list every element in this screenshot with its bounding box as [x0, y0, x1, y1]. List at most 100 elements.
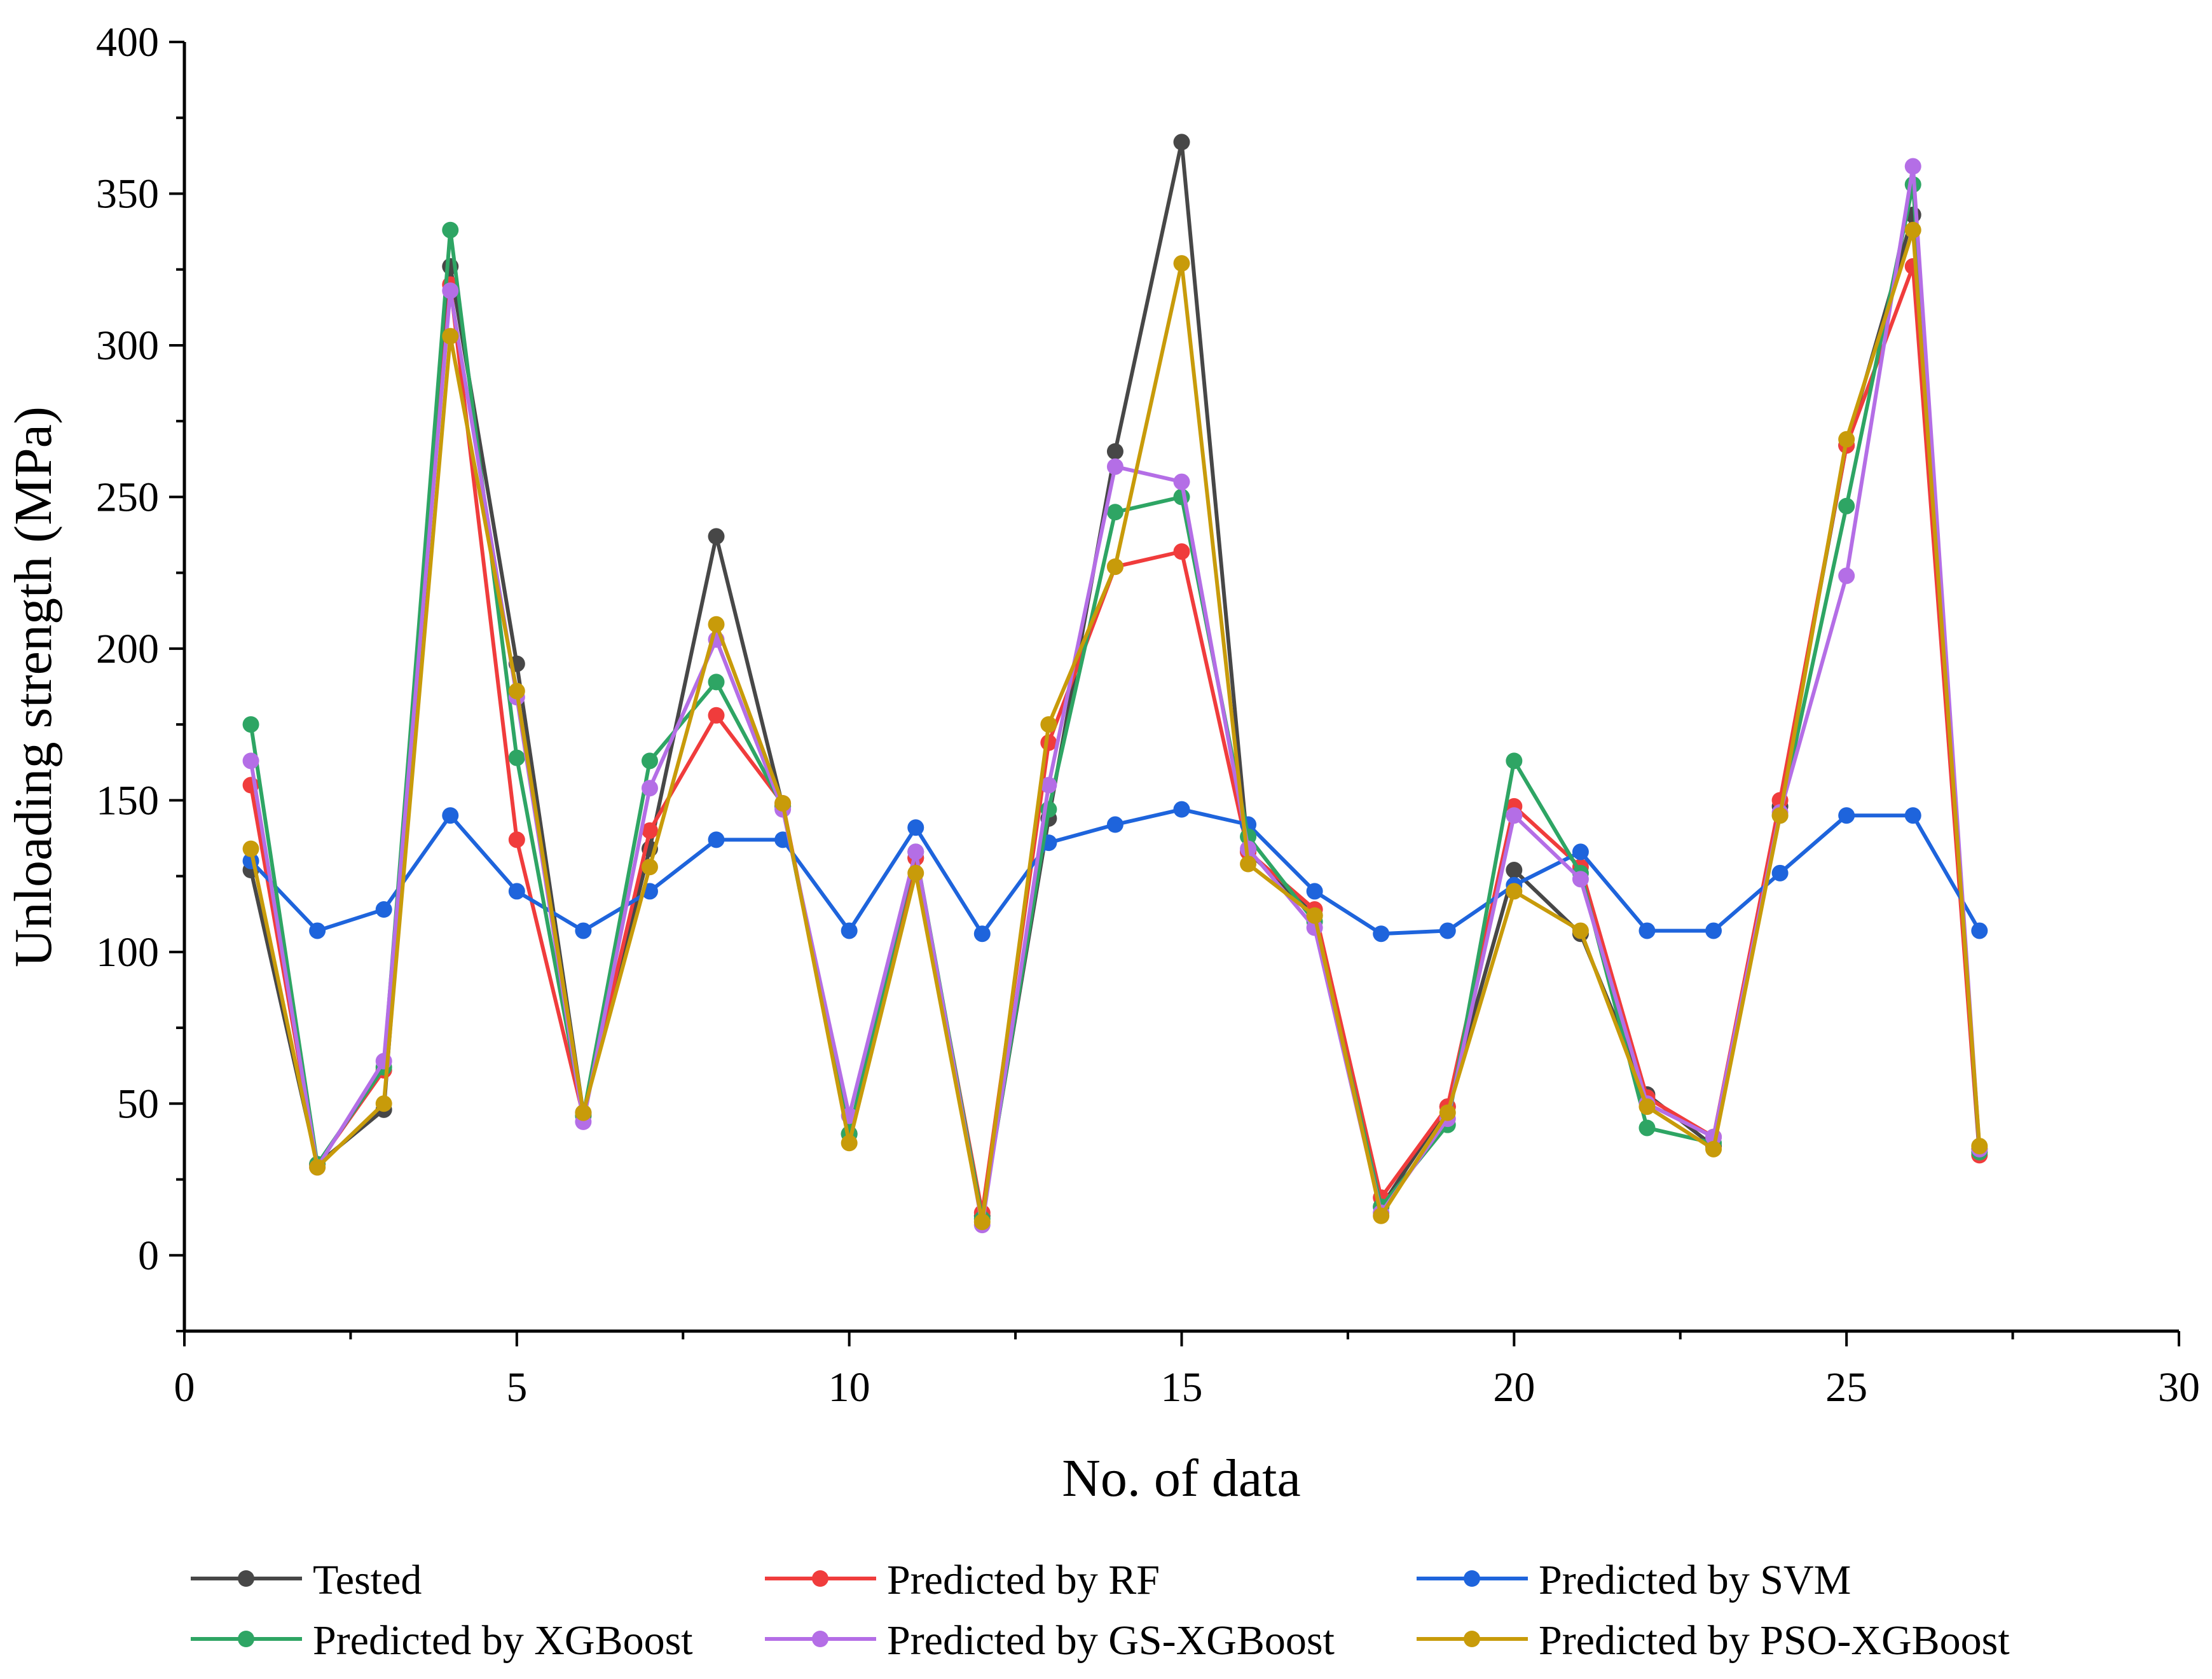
data-point: [1506, 807, 1523, 824]
data-point: [1904, 158, 1921, 175]
data-point: [641, 822, 658, 840]
data-point: [1306, 907, 1323, 924]
data-point: [708, 616, 725, 633]
series-0: [242, 134, 1988, 1224]
data-point: [841, 922, 858, 939]
data-point: [907, 819, 924, 836]
data-point: [1373, 1207, 1390, 1224]
data-point: [1638, 1119, 1656, 1137]
data-point: [1506, 862, 1523, 879]
y-axis-label: Unloading strength (MPa): [4, 406, 63, 967]
series-4: [242, 158, 1988, 1234]
data-point: [1705, 922, 1722, 939]
y-tick-label: 350: [96, 170, 159, 217]
series-5: [242, 221, 1988, 1231]
data-point: [442, 328, 459, 345]
data-point: [1106, 558, 1123, 576]
data-point: [1771, 864, 1789, 881]
data-point: [841, 1135, 858, 1152]
y-tick-label: 100: [96, 929, 159, 976]
data-point: [641, 780, 658, 797]
data-point: [1904, 807, 1921, 824]
data-point: [309, 922, 326, 939]
y-tick-label: 400: [96, 19, 159, 66]
data-point: [1439, 1104, 1456, 1121]
legend-marker: [238, 1631, 254, 1647]
legend-label: Predicted by PSO-XGBoost: [1539, 1617, 2010, 1664]
data-point: [1838, 431, 1855, 448]
series-layer: [242, 134, 1988, 1234]
legend-marker: [812, 1631, 828, 1647]
data-point: [1240, 855, 1257, 873]
legend-label: Predicted by XGBoost: [313, 1617, 693, 1664]
data-point: [973, 925, 991, 943]
data-point: [708, 674, 725, 691]
legend-label: Tested: [313, 1557, 422, 1603]
x-tick-label: 30: [2158, 1364, 2200, 1411]
y-tick-label: 300: [96, 322, 159, 369]
x-tick-label: 25: [1825, 1364, 1867, 1411]
data-point: [242, 716, 259, 733]
data-point: [508, 749, 525, 766]
data-point: [708, 831, 725, 848]
legend-item: Predicted by XGBoost: [191, 1617, 693, 1664]
data-point: [1173, 473, 1190, 490]
data-point: [1106, 443, 1123, 460]
x-axis-label: No. of data: [1062, 1449, 1301, 1508]
data-point: [508, 682, 525, 700]
axes: [182, 42, 2179, 1333]
data-point: [641, 752, 658, 770]
data-point: [375, 1095, 392, 1112]
y-tick-label: 250: [96, 474, 159, 520]
legend-marker: [1464, 1631, 1480, 1647]
data-point: [1173, 134, 1190, 151]
legend-item: Tested: [191, 1557, 422, 1603]
legend-item: Predicted by GS-XGBoost: [765, 1617, 1335, 1664]
legend-marker: [812, 1570, 828, 1587]
data-point: [1572, 871, 1589, 888]
y-tick-label: 150: [96, 777, 159, 824]
legend: Tested Predicted by RF Predicted by SVM Pre…: [191, 1557, 2010, 1664]
data-point: [1173, 255, 1190, 272]
x-tick-label: 5: [506, 1364, 527, 1411]
data-point: [1106, 816, 1123, 833]
x-tick-label: 20: [1493, 1364, 1535, 1411]
data-point: [641, 859, 658, 876]
data-point: [575, 922, 592, 939]
series-line: [249, 264, 1982, 1215]
x-tick-label: 0: [174, 1364, 195, 1411]
legend-item: Predicted by PSO-XGBoost: [1417, 1617, 2010, 1664]
data-point: [1040, 716, 1057, 733]
data-point: [1638, 922, 1656, 939]
legend-marker: [238, 1570, 254, 1587]
data-point: [907, 864, 924, 881]
data-point: [442, 282, 459, 300]
data-point: [1506, 752, 1523, 770]
y-tick-label: 50: [117, 1081, 159, 1127]
data-point: [242, 752, 259, 770]
data-point: [575, 1104, 592, 1121]
data-point: [508, 831, 525, 848]
series-line: [249, 140, 1982, 1218]
data-point: [1106, 458, 1123, 475]
series-line: [249, 228, 1982, 1224]
x-tick-label: 10: [828, 1364, 870, 1411]
legend-item: Predicted by SVM: [1417, 1557, 1851, 1603]
data-point: [1771, 807, 1789, 824]
data-point: [375, 901, 392, 918]
data-point: [1040, 777, 1057, 794]
data-point: [907, 843, 924, 860]
data-point: [774, 795, 792, 812]
data-point: [1838, 567, 1855, 584]
series-2: [242, 801, 1988, 943]
data-point: [1173, 801, 1190, 818]
data-point: [708, 707, 725, 724]
data-point: [1373, 925, 1390, 943]
data-point: [1904, 221, 1921, 238]
data-point: [1306, 883, 1323, 900]
data-point: [1106, 504, 1123, 521]
data-point: [1173, 543, 1190, 560]
data-point: [1971, 922, 1988, 939]
